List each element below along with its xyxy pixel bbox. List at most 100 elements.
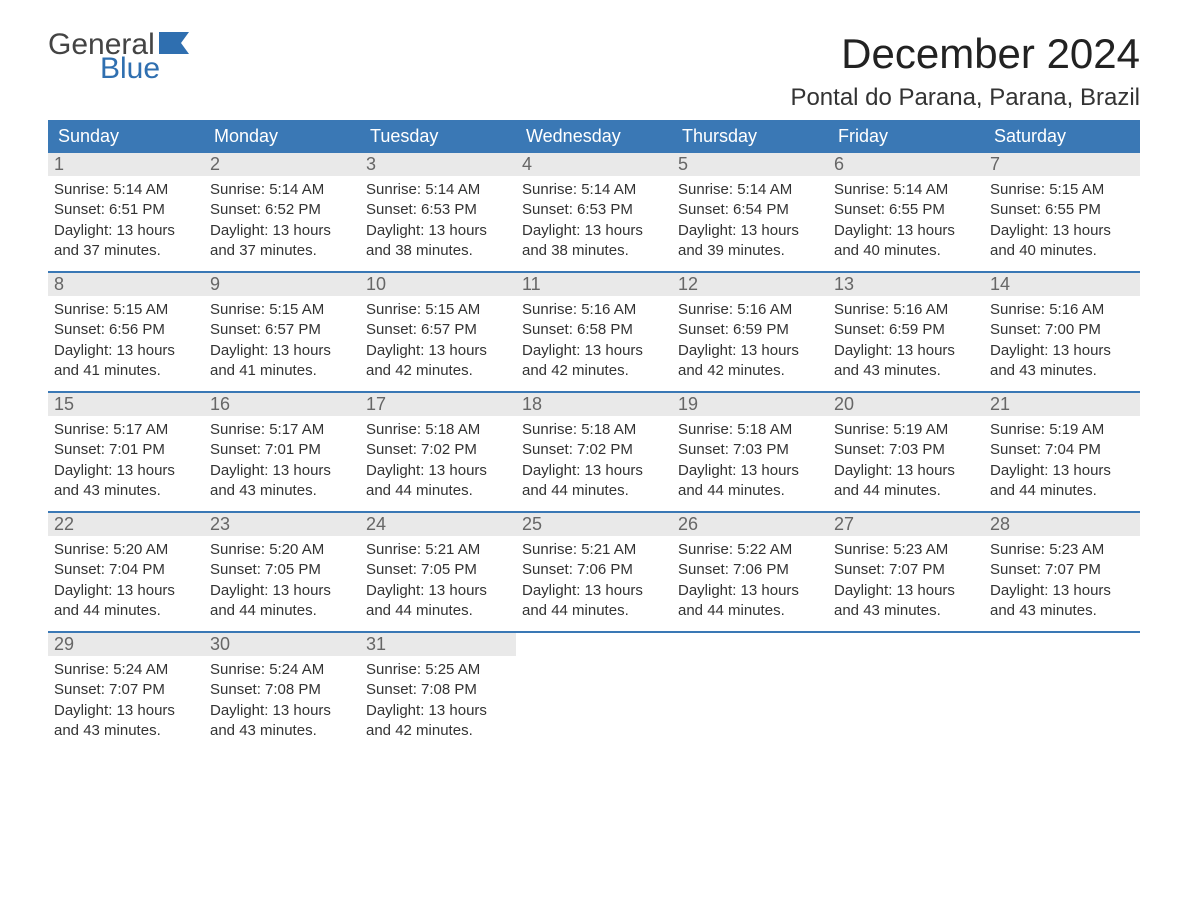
sunset-text: Sunset: 7:00 PM <box>990 320 1134 340</box>
day-cell: 11Sunrise: 5:16 AMSunset: 6:58 PMDayligh… <box>516 273 672 391</box>
daylight-line2: and 44 minutes. <box>366 601 510 621</box>
sunrise-text: Sunrise: 5:21 AM <box>522 540 666 560</box>
day-cell: 21Sunrise: 5:19 AMSunset: 7:04 PMDayligh… <box>984 393 1140 511</box>
daylight-line2: and 41 minutes. <box>210 361 354 381</box>
day-body: Sunrise: 5:17 AMSunset: 7:01 PMDaylight:… <box>204 416 360 511</box>
daylight-line1: Daylight: 13 hours <box>522 461 666 481</box>
day-body: Sunrise: 5:21 AMSunset: 7:06 PMDaylight:… <box>516 536 672 631</box>
dow-sunday: Sunday <box>48 120 204 153</box>
week-row: 29Sunrise: 5:24 AMSunset: 7:07 PMDayligh… <box>48 631 1140 751</box>
sunset-text: Sunset: 7:07 PM <box>990 560 1134 580</box>
day-cell: 18Sunrise: 5:18 AMSunset: 7:02 PMDayligh… <box>516 393 672 511</box>
sunset-text: Sunset: 7:03 PM <box>834 440 978 460</box>
day-number: 20 <box>828 393 984 416</box>
sunset-text: Sunset: 6:55 PM <box>990 200 1134 220</box>
day-cell: 31Sunrise: 5:25 AMSunset: 7:08 PMDayligh… <box>360 633 516 751</box>
day-number: 14 <box>984 273 1140 296</box>
day-body: Sunrise: 5:16 AMSunset: 6:59 PMDaylight:… <box>828 296 984 391</box>
day-cell: 7Sunrise: 5:15 AMSunset: 6:55 PMDaylight… <box>984 153 1140 271</box>
sunset-text: Sunset: 6:59 PM <box>834 320 978 340</box>
day-cell: 14Sunrise: 5:16 AMSunset: 7:00 PMDayligh… <box>984 273 1140 391</box>
day-cell: 28Sunrise: 5:23 AMSunset: 7:07 PMDayligh… <box>984 513 1140 631</box>
sunset-text: Sunset: 7:01 PM <box>54 440 198 460</box>
logo: General Blue <box>48 30 189 84</box>
daylight-line1: Daylight: 13 hours <box>834 581 978 601</box>
daylight-line2: and 43 minutes. <box>54 721 198 741</box>
daylight-line2: and 44 minutes. <box>834 481 978 501</box>
sunrise-text: Sunrise: 5:15 AM <box>366 300 510 320</box>
day-number: 31 <box>360 633 516 656</box>
day-cell: 8Sunrise: 5:15 AMSunset: 6:56 PMDaylight… <box>48 273 204 391</box>
day-cell: 3Sunrise: 5:14 AMSunset: 6:53 PMDaylight… <box>360 153 516 271</box>
day-cell: 12Sunrise: 5:16 AMSunset: 6:59 PMDayligh… <box>672 273 828 391</box>
daylight-line2: and 41 minutes. <box>54 361 198 381</box>
week-row: 8Sunrise: 5:15 AMSunset: 6:56 PMDaylight… <box>48 271 1140 391</box>
day-body: Sunrise: 5:14 AMSunset: 6:54 PMDaylight:… <box>672 176 828 271</box>
week-row: 1Sunrise: 5:14 AMSunset: 6:51 PMDaylight… <box>48 153 1140 271</box>
daylight-line1: Daylight: 13 hours <box>210 461 354 481</box>
day-cell <box>984 633 1140 751</box>
day-body: Sunrise: 5:24 AMSunset: 7:08 PMDaylight:… <box>204 656 360 751</box>
daylight-line1: Daylight: 13 hours <box>522 221 666 241</box>
day-body: Sunrise: 5:15 AMSunset: 6:57 PMDaylight:… <box>360 296 516 391</box>
day-cell: 10Sunrise: 5:15 AMSunset: 6:57 PMDayligh… <box>360 273 516 391</box>
daylight-line2: and 42 minutes. <box>678 361 822 381</box>
daylight-line2: and 43 minutes. <box>990 601 1134 621</box>
location-subtitle: Pontal do Parana, Parana, Brazil <box>790 84 1140 112</box>
daylight-line2: and 44 minutes. <box>678 481 822 501</box>
dow-monday: Monday <box>204 120 360 153</box>
day-number: 7 <box>984 153 1140 176</box>
sunset-text: Sunset: 6:51 PM <box>54 200 198 220</box>
week-row: 22Sunrise: 5:20 AMSunset: 7:04 PMDayligh… <box>48 511 1140 631</box>
day-body: Sunrise: 5:22 AMSunset: 7:06 PMDaylight:… <box>672 536 828 631</box>
day-body: Sunrise: 5:23 AMSunset: 7:07 PMDaylight:… <box>828 536 984 631</box>
daylight-line2: and 44 minutes. <box>366 481 510 501</box>
day-body: Sunrise: 5:25 AMSunset: 7:08 PMDaylight:… <box>360 656 516 751</box>
day-cell: 15Sunrise: 5:17 AMSunset: 7:01 PMDayligh… <box>48 393 204 511</box>
page-header: General Blue December 2024 Pontal do Par… <box>48 30 1140 112</box>
sunset-text: Sunset: 7:03 PM <box>678 440 822 460</box>
dow-friday: Friday <box>828 120 984 153</box>
sunrise-text: Sunrise: 5:24 AM <box>54 660 198 680</box>
daylight-line2: and 43 minutes. <box>210 481 354 501</box>
daylight-line2: and 38 minutes. <box>366 241 510 261</box>
daylight-line1: Daylight: 13 hours <box>366 581 510 601</box>
sunset-text: Sunset: 7:02 PM <box>522 440 666 460</box>
daylight-line2: and 44 minutes. <box>54 601 198 621</box>
day-number: 26 <box>672 513 828 536</box>
day-body: Sunrise: 5:14 AMSunset: 6:52 PMDaylight:… <box>204 176 360 271</box>
sunset-text: Sunset: 6:52 PM <box>210 200 354 220</box>
sunrise-text: Sunrise: 5:17 AM <box>54 420 198 440</box>
daylight-line1: Daylight: 13 hours <box>54 581 198 601</box>
day-number: 6 <box>828 153 984 176</box>
daylight-line2: and 44 minutes. <box>522 481 666 501</box>
day-body: Sunrise: 5:19 AMSunset: 7:03 PMDaylight:… <box>828 416 984 511</box>
day-number: 11 <box>516 273 672 296</box>
day-body: Sunrise: 5:24 AMSunset: 7:07 PMDaylight:… <box>48 656 204 751</box>
daylight-line2: and 42 minutes. <box>522 361 666 381</box>
day-number: 29 <box>48 633 204 656</box>
day-body: Sunrise: 5:14 AMSunset: 6:53 PMDaylight:… <box>360 176 516 271</box>
daylight-line1: Daylight: 13 hours <box>678 221 822 241</box>
daylight-line1: Daylight: 13 hours <box>210 581 354 601</box>
daylight-line1: Daylight: 13 hours <box>834 461 978 481</box>
daylight-line1: Daylight: 13 hours <box>522 581 666 601</box>
sunrise-text: Sunrise: 5:20 AM <box>210 540 354 560</box>
sunrise-text: Sunrise: 5:17 AM <box>210 420 354 440</box>
daylight-line1: Daylight: 13 hours <box>678 341 822 361</box>
daylight-line1: Daylight: 13 hours <box>834 221 978 241</box>
day-body: Sunrise: 5:18 AMSunset: 7:02 PMDaylight:… <box>360 416 516 511</box>
sunrise-text: Sunrise: 5:22 AM <box>678 540 822 560</box>
daylight-line1: Daylight: 13 hours <box>54 221 198 241</box>
sunrise-text: Sunrise: 5:16 AM <box>834 300 978 320</box>
day-of-week-header: Sunday Monday Tuesday Wednesday Thursday… <box>48 120 1140 153</box>
sunset-text: Sunset: 7:04 PM <box>990 440 1134 460</box>
daylight-line1: Daylight: 13 hours <box>54 701 198 721</box>
day-cell: 16Sunrise: 5:17 AMSunset: 7:01 PMDayligh… <box>204 393 360 511</box>
daylight-line1: Daylight: 13 hours <box>678 581 822 601</box>
day-body: Sunrise: 5:15 AMSunset: 6:55 PMDaylight:… <box>984 176 1140 271</box>
day-number: 21 <box>984 393 1140 416</box>
daylight-line1: Daylight: 13 hours <box>54 461 198 481</box>
day-number: 23 <box>204 513 360 536</box>
daylight-line2: and 44 minutes. <box>678 601 822 621</box>
